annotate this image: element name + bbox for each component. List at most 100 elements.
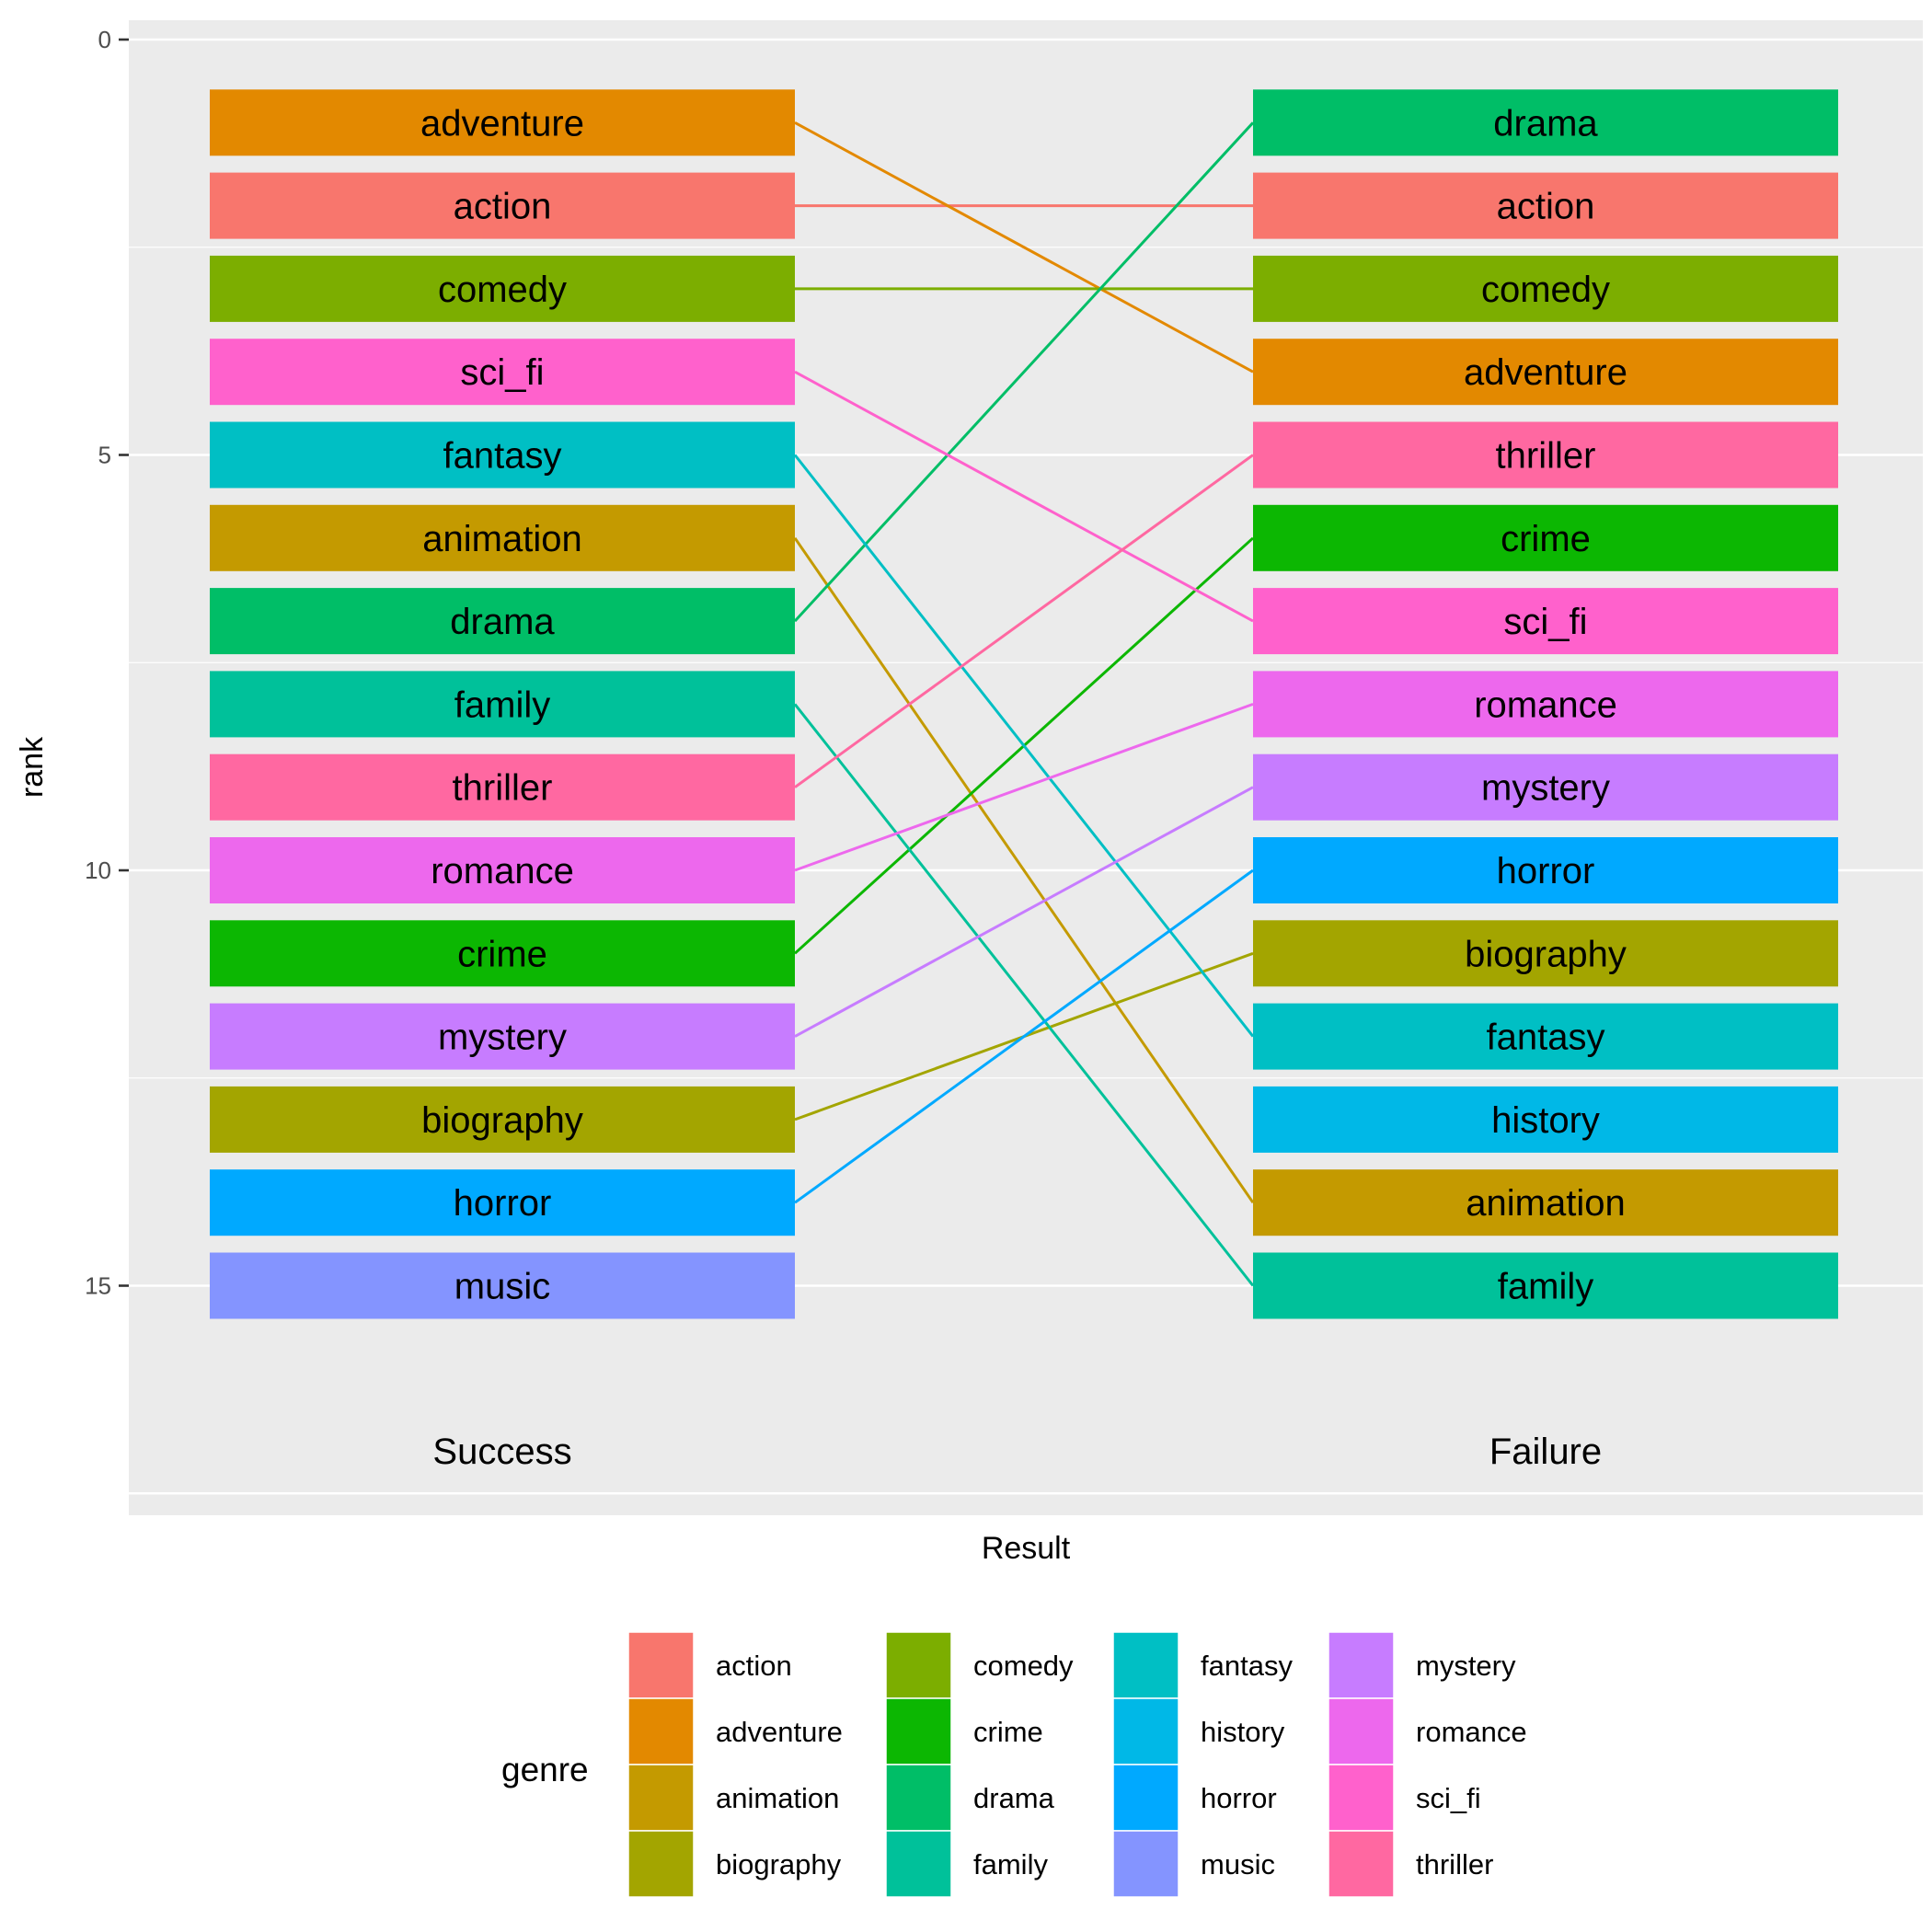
y-axis-title: rank: [15, 736, 50, 798]
bar-label-success-mystery: mystery: [438, 1018, 567, 1058]
bar-label-failure-thriller: thriller: [1496, 436, 1596, 477]
bar-label-failure-crime: crime: [1501, 519, 1591, 559]
column-labels: Success Failure: [432, 1432, 1602, 1472]
legend-key-crime: [885, 1697, 952, 1765]
bar-label-failure-sci_fi: sci_fi: [1503, 602, 1587, 642]
bar-failure-crime: [1253, 504, 1838, 571]
bar-label-success-thriller: thriller: [453, 768, 553, 809]
bar-label-failure-adventure: adventure: [1464, 352, 1627, 393]
connector-family: [793, 703, 1255, 1287]
legend-label-comedy: comedy: [973, 1650, 1074, 1682]
bar-label-failure-animation: animation: [1466, 1183, 1625, 1224]
connector-romance: [794, 702, 1254, 872]
bar-label-success-sci_fi: sci_fi: [460, 352, 544, 393]
legend-label-thriller: thriller: [1416, 1848, 1493, 1880]
connector-drama: [793, 121, 1255, 623]
legend-key-adventure: [627, 1697, 695, 1765]
column-label-failure: Failure: [1489, 1432, 1602, 1472]
connector-fantasy: [793, 454, 1255, 1038]
legend: genre action adventure animation biography c…: [501, 1631, 1527, 1898]
bar-success-horror: [210, 1169, 795, 1236]
bar-label-failure-family: family: [1498, 1267, 1593, 1307]
legend-key-romance: [1328, 1697, 1395, 1765]
bar-failure-family: [1253, 1252, 1838, 1319]
legend-key-fantasy: [1112, 1631, 1179, 1699]
legend-title: genre: [501, 1751, 589, 1788]
x-axis-title: Result: [982, 1531, 1071, 1566]
legend-key-sci_fi: [1328, 1764, 1395, 1832]
bar-failure-history: [1253, 1086, 1838, 1153]
legend-label-animation: animation: [716, 1782, 839, 1814]
bar-failure-drama: [1253, 89, 1838, 156]
bar-success-biography: [210, 1086, 795, 1153]
rank-connectors: [793, 121, 1255, 1287]
legend-label-history: history: [1201, 1716, 1285, 1748]
legend-label-crime: crime: [973, 1716, 1043, 1748]
bar-label-success-animation: animation: [422, 519, 581, 559]
y-tick-label: 0: [98, 26, 111, 53]
bar-label-failure-history: history: [1491, 1100, 1600, 1141]
bar-label-success-fantasy: fantasy: [443, 436, 562, 477]
bar-failure-comedy: [1253, 255, 1838, 322]
bar-success-sci_fi: [210, 339, 795, 406]
bar-label-failure-fantasy: fantasy: [1487, 1018, 1605, 1058]
legend-label-fantasy: fantasy: [1201, 1650, 1293, 1682]
column-label-success: Success: [432, 1432, 571, 1472]
legend-label-drama: drama: [973, 1782, 1055, 1814]
bar-label-success-crime: crime: [457, 934, 547, 974]
bar-failure-action: [1253, 172, 1838, 239]
connector-thriller: [794, 454, 1254, 788]
bar-label-failure-action: action: [1497, 187, 1595, 227]
bar-failure-adventure: [1253, 339, 1838, 406]
bar-success-music: [210, 1252, 795, 1319]
bar-label-failure-biography: biography: [1465, 934, 1627, 974]
bar-failure-sci_fi: [1253, 588, 1838, 655]
bar-success-animation: [210, 504, 795, 571]
legend-label-sci_fi: sci_fi: [1416, 1782, 1481, 1814]
legend-label-mystery: mystery: [1416, 1650, 1516, 1682]
legend-label-action: action: [716, 1650, 792, 1682]
connector-mystery: [794, 786, 1254, 1038]
connector-sci_fi: [794, 370, 1254, 623]
bar-label-failure-romance: romance: [1474, 684, 1617, 725]
legend-key-music: [1112, 1830, 1179, 1898]
y-tick-label: 10: [85, 857, 111, 884]
legend-label-music: music: [1201, 1848, 1275, 1880]
bar-success-family: [210, 671, 795, 738]
bar-success-fantasy: [210, 421, 795, 489]
connector-animation: [793, 536, 1255, 1204]
bar-label-success-music: music: [454, 1267, 550, 1307]
bar-failure-thriller: [1253, 421, 1838, 489]
legend-label-horror: horror: [1201, 1782, 1277, 1814]
legend-label-romance: romance: [1416, 1716, 1527, 1748]
legend-label-family: family: [973, 1848, 1048, 1880]
bar-success-action: [210, 172, 795, 239]
bar-label-success-biography: biography: [421, 1100, 583, 1141]
bar-success-mystery: [210, 1003, 795, 1070]
legend-key-thriller: [1328, 1830, 1395, 1898]
bar-failure-romance: [1253, 671, 1838, 738]
bar-label-success-romance: romance: [431, 851, 574, 891]
bar-label-success-horror: horror: [454, 1183, 552, 1224]
bar-label-success-action: action: [454, 187, 552, 227]
bar-success-comedy: [210, 255, 795, 322]
legend-key-horror: [1112, 1764, 1179, 1832]
bar-failure-fantasy: [1253, 1003, 1838, 1070]
y-axis: 0 5 10 15: [85, 26, 129, 1300]
bar-failure-animation: [1253, 1169, 1838, 1236]
bar-label-success-comedy: comedy: [438, 270, 567, 310]
legend-key-family: [885, 1830, 952, 1898]
legend-label-adventure: adventure: [716, 1716, 843, 1748]
legend-key-mystery: [1328, 1631, 1395, 1699]
bar-label-failure-mystery: mystery: [1481, 768, 1610, 809]
bar-label-failure-comedy: comedy: [1481, 270, 1610, 310]
bar-success-romance: [210, 837, 795, 903]
legend-key-biography: [627, 1830, 695, 1898]
bar-success-crime: [210, 920, 795, 987]
bar-label-success-family: family: [454, 684, 550, 725]
bar-label-failure-horror: horror: [1497, 851, 1595, 891]
legend-key-comedy: [885, 1631, 952, 1699]
legend-key-history: [1112, 1697, 1179, 1765]
legend-key-action: [627, 1631, 695, 1699]
